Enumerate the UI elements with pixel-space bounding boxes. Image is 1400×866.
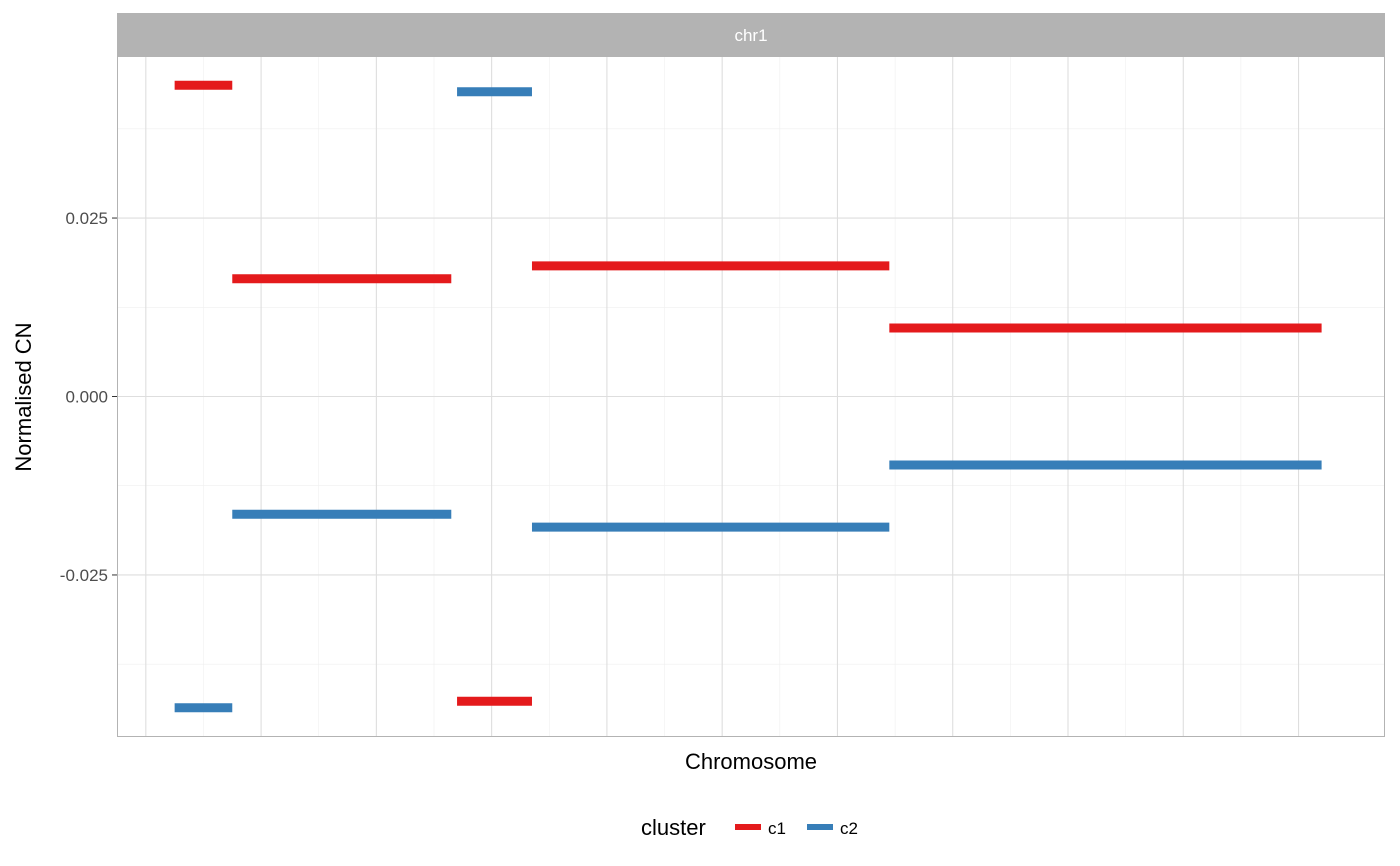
y-axis-title: Normalised CN: [11, 322, 36, 471]
data-segments: [174, 80, 1322, 713]
legend: cluster c1 c2: [641, 815, 858, 840]
legend-key-c1: [735, 824, 761, 830]
y-tick-label: 0.025: [65, 209, 108, 228]
legend-key-c2: [807, 824, 833, 830]
y-tick-label: 0.000: [65, 388, 108, 407]
x-axis-title: Chromosome: [685, 749, 817, 774]
grid-major: [117, 56, 1385, 737]
y-axis: 0.025 0.000 -0.025: [60, 209, 117, 585]
legend-title: cluster: [641, 815, 706, 840]
panel-border: [117, 56, 1385, 737]
facet-label: chr1: [734, 26, 767, 45]
legend-label-c2: c2: [840, 819, 858, 838]
legend-label-c1: c1: [768, 819, 786, 838]
facet-strip: [117, 13, 1385, 56]
y-tick-label: -0.025: [60, 566, 108, 585]
